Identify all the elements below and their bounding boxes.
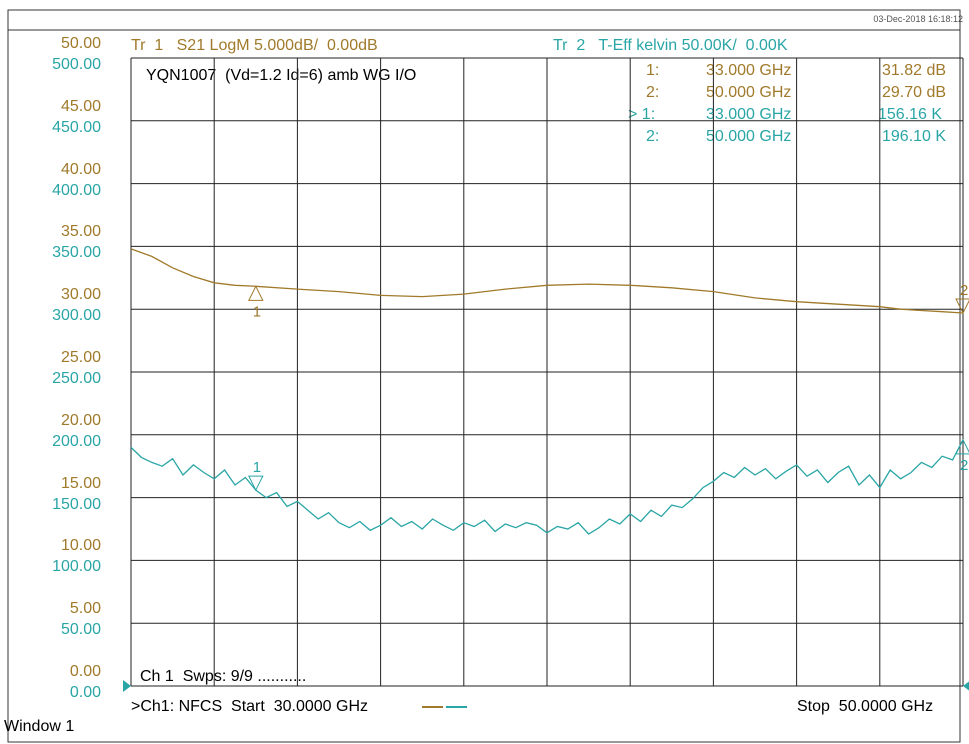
y1-tick-label: 50.00 xyxy=(60,35,101,52)
y2-tick-label: 500.00 xyxy=(52,56,101,73)
y2-tick-label: 100.00 xyxy=(52,558,101,576)
y2-tick-label: 250.00 xyxy=(52,370,101,387)
y2-tick-label: 300.00 xyxy=(52,307,101,325)
screen-border xyxy=(7,9,961,743)
chart-title: YQN1007 (Vd=1.2 Id=6) amb WG I/O xyxy=(146,67,417,84)
y2-tick-label: 50.00 xyxy=(60,621,101,639)
y2-tick-label: 150.00 xyxy=(52,495,101,513)
marker-triangle xyxy=(955,438,969,455)
marker-value: 31.82 dB xyxy=(882,62,947,79)
marker-frequency: 50.000 GHz xyxy=(706,128,792,145)
y1-tick-label: 45.00 xyxy=(60,97,101,115)
trace2-header: Tr 2 T-Eff kelvin 50.00K/ 0.00K xyxy=(553,37,788,54)
marker-frequency: 33.000 GHz xyxy=(706,106,792,123)
series-line-trace1 xyxy=(130,248,964,314)
marker-index: 2: xyxy=(646,84,660,101)
window-label: Window 1 xyxy=(4,718,75,735)
sweep-status: Ch 1 Swps: 9/9 ........... xyxy=(140,668,307,685)
marker-triangle xyxy=(247,285,264,301)
marker-index: 1: xyxy=(646,62,660,79)
series-line-trace2 xyxy=(130,439,964,535)
reference-arrow-right xyxy=(963,681,969,691)
y1-tick-label: 35.00 xyxy=(60,223,101,241)
marker-index: 2: xyxy=(646,128,660,145)
marker-triangle xyxy=(247,475,264,492)
y2-tick-label: 400.00 xyxy=(52,181,101,199)
trace1-header: Tr 1 S21 LogM 5.000dB/ 0.00dB xyxy=(131,37,378,54)
y2-tick-label: 350.00 xyxy=(52,244,101,262)
y1-tick-label: 20.00 xyxy=(60,411,101,429)
marker-value: 196.10 K xyxy=(882,128,947,145)
marker-triangle xyxy=(955,298,969,315)
marker-label: 2 xyxy=(960,282,968,299)
y2-tick-label: 0.00 xyxy=(69,684,101,701)
marker-label: 1 xyxy=(253,303,261,320)
marker-label: 1 xyxy=(253,459,261,476)
y1-tick-label: 40.00 xyxy=(60,160,101,178)
y1-tick-label: 15.00 xyxy=(60,474,101,492)
y1-tick-label: 0.00 xyxy=(69,663,101,680)
marker-frequency: 50.000 GHz xyxy=(706,84,792,101)
marker-label: 2 xyxy=(960,457,968,474)
y2-tick-label: 200.00 xyxy=(52,432,101,450)
marker-value: 156.16 K xyxy=(878,106,943,123)
y2-tick-label: 450.00 xyxy=(52,118,101,136)
marker-frequency: 33.000 GHz xyxy=(706,62,792,79)
reference-arrow-left xyxy=(123,680,131,692)
y1-tick-label: 10.00 xyxy=(60,537,101,555)
channel-start-label: >Ch1: NFCS Start 30.0000 GHz xyxy=(131,698,368,715)
y1-tick-label: 5.00 xyxy=(69,600,101,618)
y1-tick-label: 30.00 xyxy=(60,286,101,304)
marker-value: 29.70 dB xyxy=(882,84,947,101)
datestamp: 03-Dec-2018 16:18:12 xyxy=(873,14,963,24)
marker-index: > 1: xyxy=(628,106,656,123)
stop-frequency-label: Stop 50.0000 GHz xyxy=(797,698,934,715)
y1-tick-label: 25.00 xyxy=(60,349,101,366)
